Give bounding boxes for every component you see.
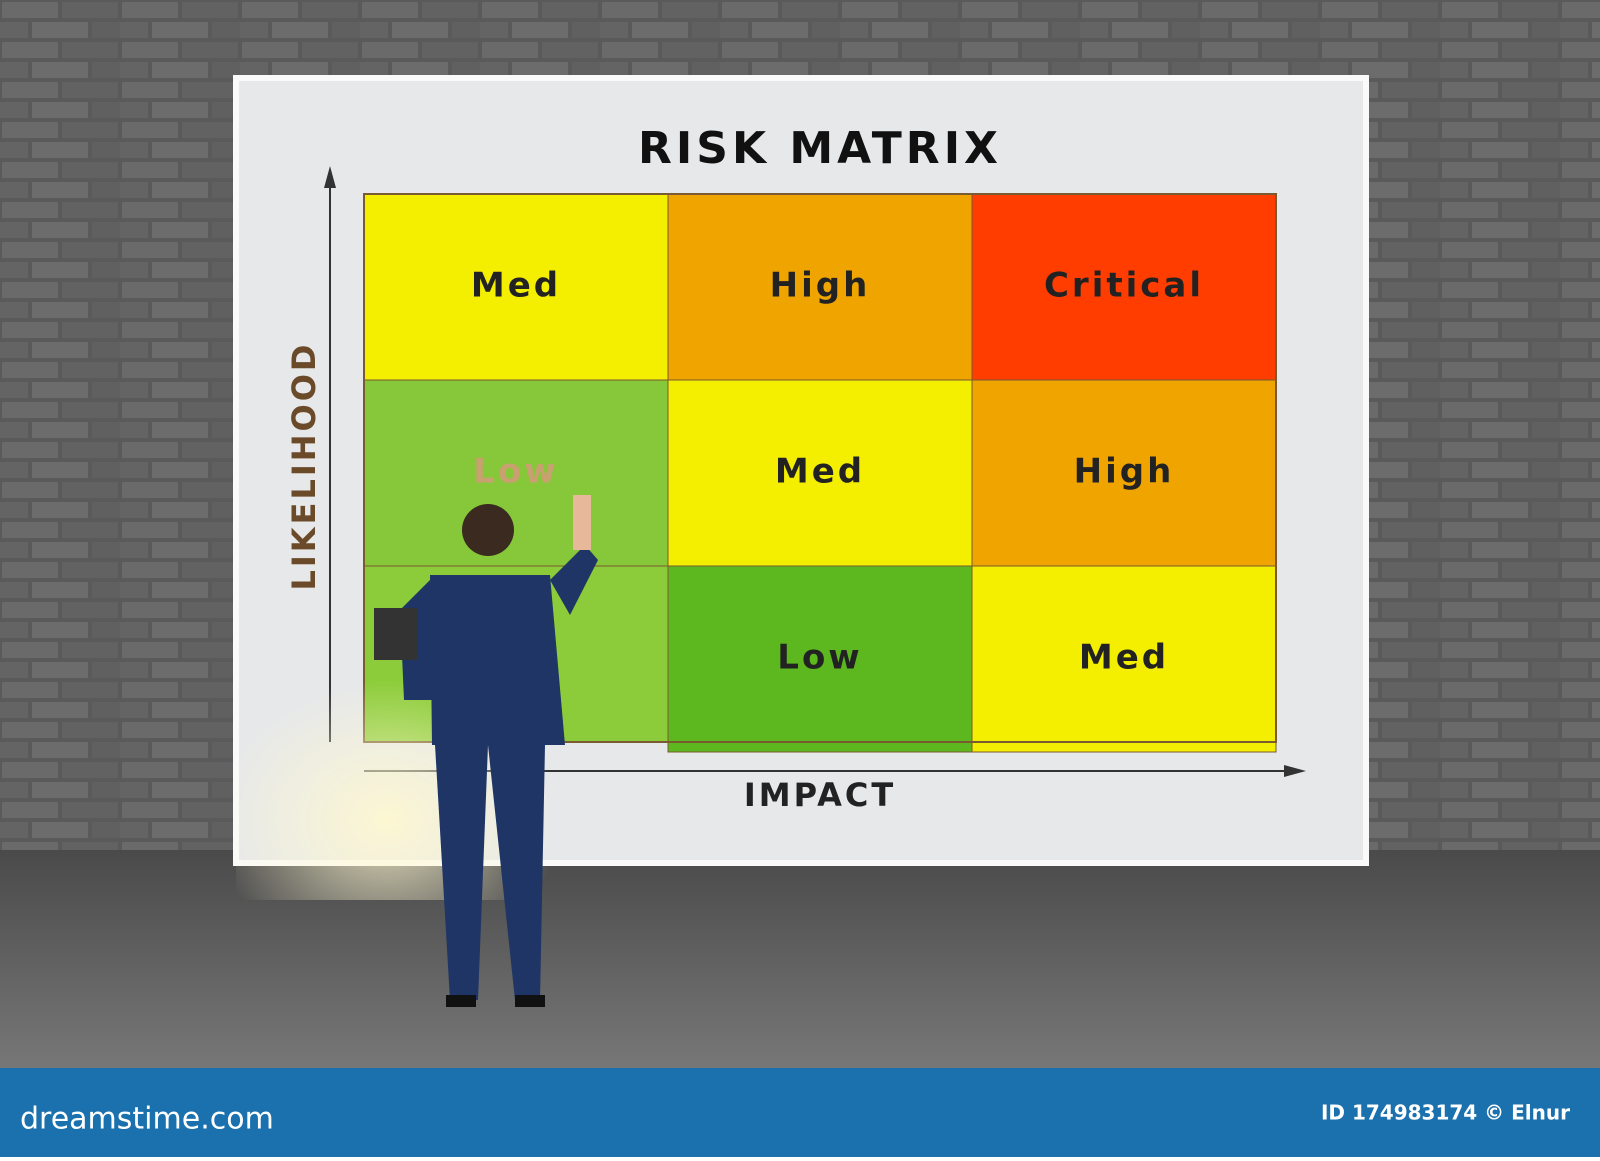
cell-label: Med	[1079, 638, 1169, 678]
x-axis-label: IMPACT	[744, 776, 896, 814]
footer-credit: ID 174983174 © Elnur	[1321, 1101, 1570, 1125]
footer-bar	[0, 1068, 1600, 1157]
cell-label: Critical	[1044, 266, 1204, 306]
cell-label: High	[770, 266, 871, 306]
cell-label: Med	[775, 452, 865, 492]
cell-label: Med	[471, 266, 561, 306]
matrix-cell	[363, 193, 669, 381]
cell-label: Low	[777, 638, 862, 678]
arrow	[1284, 765, 1306, 777]
matrix-cell	[971, 379, 1277, 567]
footer-site: dreamstime.com	[20, 1102, 274, 1137]
cell-label: Low	[473, 452, 558, 492]
matrix-cell	[971, 193, 1277, 381]
cell-label: High	[1074, 452, 1175, 492]
title: RISK MATRIX	[638, 123, 1002, 174]
arrow	[324, 166, 336, 188]
matrix-border	[363, 193, 1277, 743]
businessman	[374, 495, 598, 1007]
